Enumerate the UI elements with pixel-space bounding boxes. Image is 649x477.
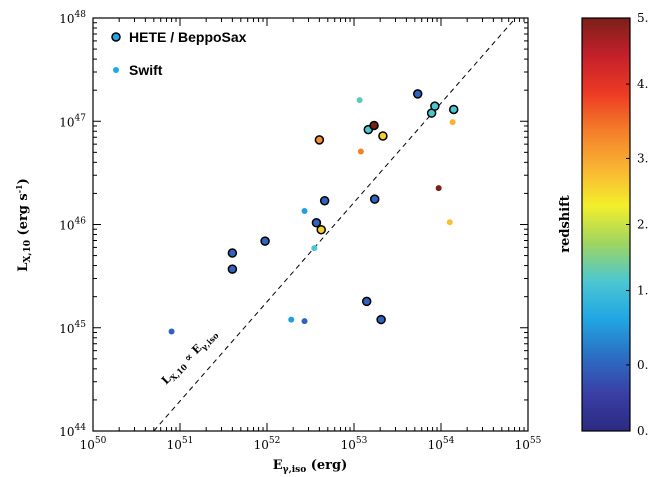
plot-area: [92, 17, 529, 432]
legend-marker-hete: [111, 32, 121, 42]
y-title-base: L: [16, 263, 31, 272]
y-tick-label: 1045: [59, 320, 86, 336]
y-tick-labels: 1044 1045 1046 1047 1048: [59, 10, 86, 439]
colorbar-tick-label: 4.2: [637, 77, 649, 91]
hete-bepposax-point: [448, 104, 459, 115]
hete-bepposax-point: [378, 131, 388, 141]
reference-line-label: LX,10 ∝ Eγ,iso: [159, 326, 221, 388]
x-tick-label: 1051: [167, 436, 194, 452]
colorbar-tick-label: 0.8: [637, 358, 649, 372]
ref-label-sub2: γ,iso: [199, 330, 221, 352]
y-tick-label: 1047: [59, 113, 86, 129]
colorbar-tick-label: 5.0: [637, 11, 649, 25]
colorbar-tick-label: 1.7: [637, 284, 649, 298]
legend-label-hete: HETE / BeppoSax: [129, 29, 247, 45]
y-tick-label: 1046: [59, 217, 86, 233]
hete-bepposax-point: [430, 101, 440, 111]
colorbar: [581, 17, 631, 432]
swift-point: [356, 97, 363, 104]
x-tick-label: 1055: [515, 436, 542, 452]
x-title-unit: (erg): [306, 458, 347, 473]
y-title-unit: (erg s: [16, 193, 31, 240]
hete-bepposax-point: [361, 296, 372, 307]
y-tick-label: 1048: [59, 10, 86, 26]
hete-bepposax-point: [369, 120, 379, 131]
data-points: [168, 89, 459, 335]
swift-point: [357, 148, 364, 155]
hete-bepposax-point: [316, 224, 326, 235]
swift-point: [168, 328, 175, 335]
swift-point: [449, 119, 456, 126]
swift-point: [301, 318, 308, 325]
swift-point: [301, 208, 308, 215]
hete-bepposax-point: [314, 135, 325, 145]
axis-ticks: [92, 18, 528, 432]
y-title-sub: X,10: [23, 240, 33, 263]
hete-bepposax-point: [227, 264, 238, 274]
hete-bepposax-point: [376, 314, 386, 325]
colorbar-tick-label: 2.5: [637, 218, 649, 232]
swift-point: [288, 316, 295, 323]
x-title-sub: γ,iso: [283, 465, 307, 475]
swift-point: [446, 219, 453, 226]
x-tick-label: 1054: [428, 436, 455, 452]
y-axis-title: LX,10 (erg s-1): [14, 178, 33, 272]
y-title-unit-close: ): [16, 178, 31, 184]
swift-point: [435, 185, 442, 192]
x-tick-label: 1050: [80, 436, 107, 452]
legend: HETE / BeppoSax Swift: [111, 29, 247, 78]
colorbar-ticks: 5.0 4.2 3.3 2.5 1.7 0.8 0.0: [626, 11, 649, 438]
y-tick-label: 1044: [59, 423, 86, 439]
colorbar-tick-label: 3.3: [637, 151, 649, 165]
legend-label-swift: Swift: [129, 62, 163, 78]
x-tick-label: 1052: [254, 436, 281, 452]
colorbar-label: redshift: [558, 195, 573, 253]
hete-bepposax-point: [412, 89, 423, 99]
hete-bepposax-point: [260, 236, 270, 246]
hete-bepposax-point: [369, 194, 380, 204]
y-title-unit-sup: -1: [14, 184, 24, 193]
hete-bepposax-point: [319, 195, 330, 206]
hete-bepposax-point: [311, 217, 322, 228]
x-tick-label: 1053: [341, 436, 368, 452]
x-tick-labels: 1050 1051 1052 1053 1054 1055: [80, 436, 542, 452]
legend-marker-swift: [113, 67, 119, 73]
x-title-base: E: [273, 458, 283, 473]
colorbar-tick-label: 0.0: [637, 424, 649, 438]
reference-line: [153, 17, 516, 432]
x-axis-title: Eγ,iso (erg): [273, 458, 348, 475]
swift-point: [311, 245, 318, 252]
hete-bepposax-point: [227, 248, 238, 258]
